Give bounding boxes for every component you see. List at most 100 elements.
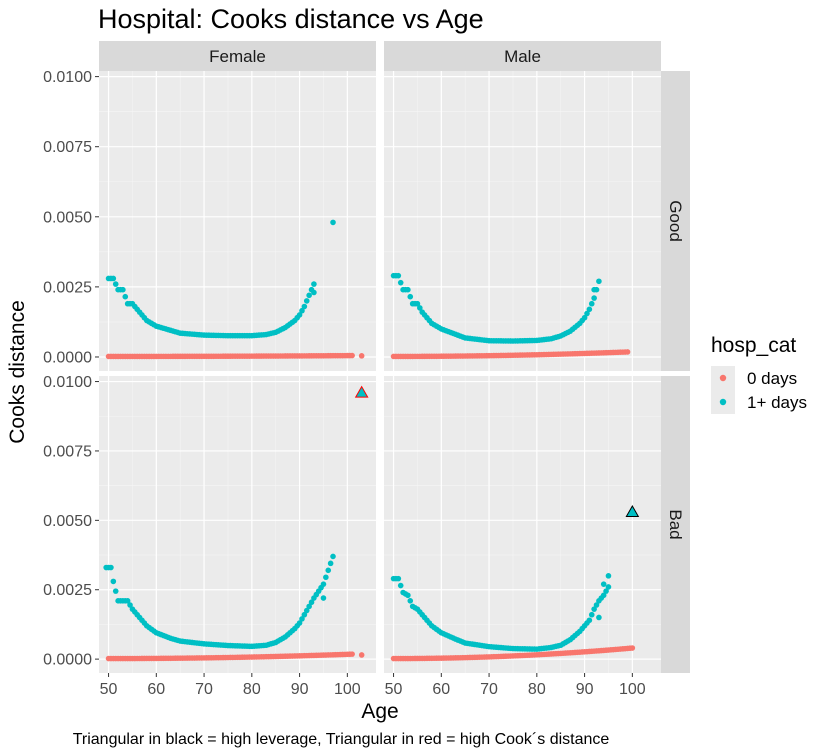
data-point: [112, 588, 119, 594]
data-point: [593, 602, 600, 608]
x-tick-label: 60: [432, 681, 450, 698]
data-point: [417, 305, 423, 311]
x-axis-title: Age: [361, 700, 398, 723]
legend-label: 1+ days: [747, 393, 807, 412]
data-point: [588, 300, 595, 307]
data-point: [591, 286, 597, 293]
x-tick-label: 100: [619, 681, 646, 698]
data-point: [596, 614, 602, 621]
x-tick-label: 100: [334, 681, 361, 698]
y-tick-label: 0.0100: [43, 69, 92, 86]
data-point: [303, 298, 310, 304]
data-point: [405, 592, 411, 599]
axes: 0.0000 0.0025 0.0050 0.0075 0.0100 0.0000 0.00…: [43, 69, 646, 698]
data-point: [397, 279, 404, 286]
data-point: [296, 620, 303, 626]
panel-female-bad: [99, 376, 376, 673]
x-tick-label: 70: [195, 681, 213, 698]
data-point: [600, 592, 607, 599]
facet-strip-bad: [661, 376, 690, 673]
data-point: [581, 314, 588, 321]
series-1-days: [103, 553, 336, 650]
data-point: [605, 573, 612, 579]
data-point: [306, 292, 312, 299]
y-tick-label: 0.0000: [43, 349, 92, 366]
chart-title: Hospital: Cooks distance vs Age: [98, 4, 484, 34]
data-point: [299, 616, 305, 622]
data-point: [584, 310, 590, 317]
data-point: [320, 595, 327, 601]
data-point: [349, 651, 355, 657]
data-point: [108, 564, 114, 571]
flagged-point-triangle: [625, 505, 640, 518]
data-point: [120, 286, 126, 293]
data-point: [407, 293, 414, 300]
data-point: [110, 275, 117, 282]
legend-item-0-days: 0 days: [711, 366, 797, 390]
panel-male-bad: [384, 376, 661, 673]
facet-strip-label: Bad: [666, 509, 685, 539]
data-point: [624, 349, 631, 355]
data-point: [325, 567, 332, 574]
data-point: [330, 553, 336, 560]
y-tick-label: 0.0075: [43, 443, 92, 460]
data-point: [110, 578, 117, 585]
x-tick-label: 80: [243, 681, 261, 698]
data-point: [299, 307, 305, 314]
series-1-days: [390, 272, 602, 344]
data-point: [407, 598, 414, 604]
data-point: [596, 278, 602, 285]
y-tick-label: 0.0050: [43, 513, 92, 530]
legend: hosp_cat 0 days 1+ days: [711, 334, 807, 414]
panel-female-good: [99, 71, 376, 371]
x-tick-label: 90: [291, 681, 309, 698]
legend-title: hosp_cat: [711, 334, 796, 357]
facet-panels: Female Male Good Bad: [99, 41, 690, 673]
facet-strip-good: [661, 71, 690, 371]
data-point: [358, 353, 365, 359]
data-point: [397, 582, 404, 589]
series-0-days: [390, 645, 636, 662]
facet-strip-label: Male: [504, 47, 541, 66]
legend-key-point: [719, 374, 727, 382]
data-point: [603, 588, 609, 594]
data-point: [414, 300, 421, 307]
legend-label: 0 days: [747, 369, 797, 388]
y-tick-label: 0.0075: [43, 139, 92, 156]
panel-male-good: [384, 71, 661, 371]
data-point: [395, 272, 402, 279]
y-tick-label: 0.0100: [43, 374, 92, 391]
facet-strip-label: Female: [209, 47, 266, 66]
series-0-days: [105, 352, 365, 360]
x-tick-label: 50: [100, 681, 118, 698]
series-1-days: [390, 573, 612, 652]
data-point: [600, 581, 607, 587]
data-point: [303, 607, 310, 614]
data-point: [327, 560, 334, 567]
panel-background: [384, 71, 661, 371]
data-point: [395, 575, 402, 582]
y-axis-title: Cooks distance: [6, 300, 29, 444]
facet-strip-label: Good: [666, 200, 685, 242]
x-tick-label: 70: [480, 681, 498, 698]
data-point: [605, 584, 612, 590]
data-point: [301, 303, 308, 310]
y-tick-label: 0.0050: [43, 209, 92, 226]
chart-caption: Triangular in black = high leverage, Tri…: [73, 731, 610, 748]
data-point: [629, 645, 636, 651]
data-point: [301, 611, 308, 618]
data-point: [296, 312, 303, 318]
data-point: [586, 306, 593, 313]
data-point: [122, 293, 129, 300]
panel-background: [384, 376, 661, 673]
data-point: [311, 281, 317, 287]
x-tick-label: 80: [528, 681, 546, 698]
y-tick-label: 0.0000: [43, 652, 92, 669]
data-point: [591, 606, 597, 612]
data-point: [124, 598, 131, 604]
data-point: [405, 286, 411, 293]
legend-key-point: [719, 398, 727, 406]
data-point: [308, 599, 315, 606]
data-point: [330, 219, 336, 226]
